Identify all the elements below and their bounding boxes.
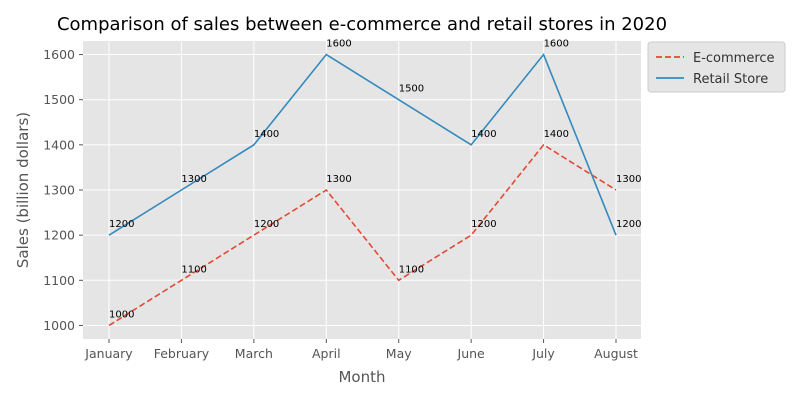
y-tick-label-1000: 1000 — [43, 318, 75, 333]
chart-title: Comparison of sales between e-commerce a… — [57, 14, 667, 35]
data-label-e-commerce-july: 1400 — [544, 129, 569, 140]
y-tick-label-1600: 1600 — [43, 47, 75, 62]
x-tick-label-january: January — [84, 346, 133, 361]
legend: E-commerce Retail Store — [647, 41, 786, 93]
legend-label-e-commerce: E-commerce — [693, 51, 775, 66]
data-label-retail-store-may: 1500 — [399, 84, 424, 95]
x-tick-label-april: April — [312, 346, 341, 361]
y-tick-label-1500: 1500 — [43, 92, 75, 107]
data-label-e-commerce-may: 1100 — [399, 264, 424, 275]
data-label-retail-store-january: 1200 — [109, 219, 134, 230]
data-label-e-commerce-march: 1200 — [254, 219, 279, 230]
data-label-e-commerce-august: 1300 — [616, 174, 641, 185]
legend-box — [647, 41, 786, 93]
x-axis-ticks: January February March April May June July Augu… — [84, 339, 638, 361]
x-tick-label-march: March — [235, 346, 273, 361]
data-label-retail-store-august: 1200 — [616, 219, 641, 230]
x-tick-label-july: July — [531, 346, 555, 361]
y-axis-ticks: 1000 1100 1200 1300 1400 1500 1600 — [43, 47, 83, 333]
data-label-retail-store-march: 1400 — [254, 129, 279, 140]
series-lines — [108, 52, 617, 327]
x-tick-label-may: May — [386, 346, 412, 361]
data-label-retail-store-june: 1400 — [471, 129, 496, 140]
y-tick-label-1200: 1200 — [43, 228, 75, 243]
gridlines — [83, 41, 641, 339]
data-label-retail-store-july: 1600 — [544, 39, 569, 50]
series-line-e-commerce — [108, 143, 617, 327]
legend-label-retail-store: Retail Store — [693, 72, 768, 87]
series-line-retail-store — [108, 52, 617, 236]
data-label-e-commerce-april: 1300 — [326, 174, 351, 185]
data-label-retail-store-february: 1300 — [181, 174, 206, 185]
data-label-e-commerce-june: 1200 — [471, 219, 496, 230]
y-tick-label-1400: 1400 — [43, 137, 75, 152]
x-axis-label: Month — [338, 368, 385, 386]
x-tick-label-august: August — [594, 346, 638, 361]
x-tick-label-february: February — [154, 346, 210, 361]
data-label-retail-store-april: 1600 — [326, 39, 351, 50]
y-tick-label-1300: 1300 — [43, 183, 75, 198]
y-axis-label: Sales (billion dollars) — [14, 112, 32, 268]
data-labels: 1000 1100 1200 1300 1100 1200 1400 1300 1200 1300… — [109, 39, 641, 321]
data-label-e-commerce-february: 1100 — [181, 264, 206, 275]
y-tick-label-1100: 1100 — [43, 273, 75, 288]
x-tick-label-june: June — [457, 346, 486, 361]
data-label-e-commerce-january: 1000 — [109, 309, 134, 320]
